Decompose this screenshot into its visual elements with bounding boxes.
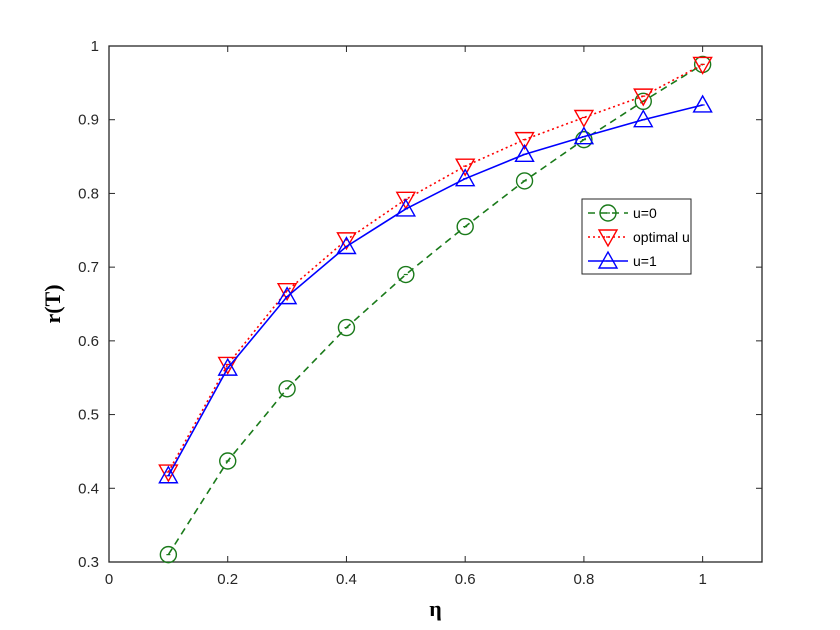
series-2 bbox=[158, 56, 713, 483]
y-tick-label: 0.4 bbox=[78, 480, 99, 497]
data-point bbox=[276, 283, 298, 302]
y-tick-label: 0.5 bbox=[78, 407, 99, 424]
x-tick-label: 0 bbox=[105, 571, 113, 588]
data-point bbox=[456, 217, 474, 236]
data-point bbox=[336, 232, 357, 251]
plot-frame bbox=[108, 45, 763, 563]
data-point bbox=[158, 464, 179, 483]
x-axis-ticks: 0 0.2 0.4 0.6 0.8 1 bbox=[105, 46, 707, 588]
series-3 bbox=[158, 94, 713, 484]
x-tick-label: 0.2 bbox=[217, 571, 238, 588]
data-point bbox=[219, 452, 237, 470]
data-point bbox=[633, 88, 654, 107]
y-tick-label: 0.8 bbox=[78, 185, 99, 202]
legend-label: u=0 bbox=[633, 205, 657, 221]
data-point bbox=[454, 158, 476, 177]
x-tick-label: 0.8 bbox=[573, 571, 594, 588]
x-tick-label: 0.4 bbox=[336, 571, 357, 588]
data-point bbox=[634, 92, 652, 110]
y-tick-label: 0.3 bbox=[78, 554, 99, 571]
data-point bbox=[158, 465, 179, 484]
series-line bbox=[167, 104, 703, 477]
data-point bbox=[454, 168, 476, 187]
data-point bbox=[573, 126, 595, 145]
legend-item: u=0 bbox=[588, 204, 657, 222]
data-point bbox=[397, 265, 415, 284]
plot-area bbox=[108, 45, 763, 563]
data-point bbox=[395, 198, 417, 217]
data-point bbox=[217, 357, 238, 376]
data-point bbox=[573, 109, 595, 128]
y-tick-label: 0.9 bbox=[78, 112, 99, 129]
y-tick-label: 0.6 bbox=[78, 333, 99, 350]
data-point bbox=[159, 545, 178, 564]
legend-label: optimal u bbox=[633, 229, 690, 245]
data-point bbox=[337, 318, 356, 337]
data-point bbox=[395, 191, 417, 210]
legend-marker bbox=[599, 204, 617, 222]
legend-item: optimal u bbox=[588, 229, 690, 248]
data-point bbox=[633, 109, 654, 128]
data-point bbox=[514, 131, 535, 151]
x-tick-label: 1 bbox=[698, 571, 706, 588]
x-axis-label: η bbox=[429, 596, 442, 621]
data-point bbox=[276, 286, 298, 305]
y-axis-ticks: 0.3 0.4 0.5 0.6 0.7 0.8 0.9 1 bbox=[78, 38, 762, 571]
legend-marker bbox=[597, 250, 619, 269]
series-line bbox=[167, 63, 704, 556]
data-point bbox=[217, 356, 238, 375]
legend-item: u=1 bbox=[588, 250, 657, 269]
series-line bbox=[167, 63, 704, 473]
y-tick-label: 1 bbox=[91, 38, 99, 55]
series-group bbox=[158, 55, 713, 564]
legend: u=0 optimal u u=1 bbox=[581, 198, 692, 275]
data-point bbox=[692, 56, 713, 75]
data-point bbox=[336, 236, 357, 255]
legend-label: u=1 bbox=[633, 253, 657, 269]
x-tick-label: 0.6 bbox=[455, 571, 476, 588]
legend-marker bbox=[597, 229, 619, 248]
data-point bbox=[514, 143, 535, 163]
data-point bbox=[278, 380, 296, 398]
y-axis-label: r(T) bbox=[40, 284, 65, 323]
data-point bbox=[692, 94, 713, 113]
y-tick-label: 0.7 bbox=[78, 259, 99, 276]
data-point bbox=[515, 172, 534, 190]
